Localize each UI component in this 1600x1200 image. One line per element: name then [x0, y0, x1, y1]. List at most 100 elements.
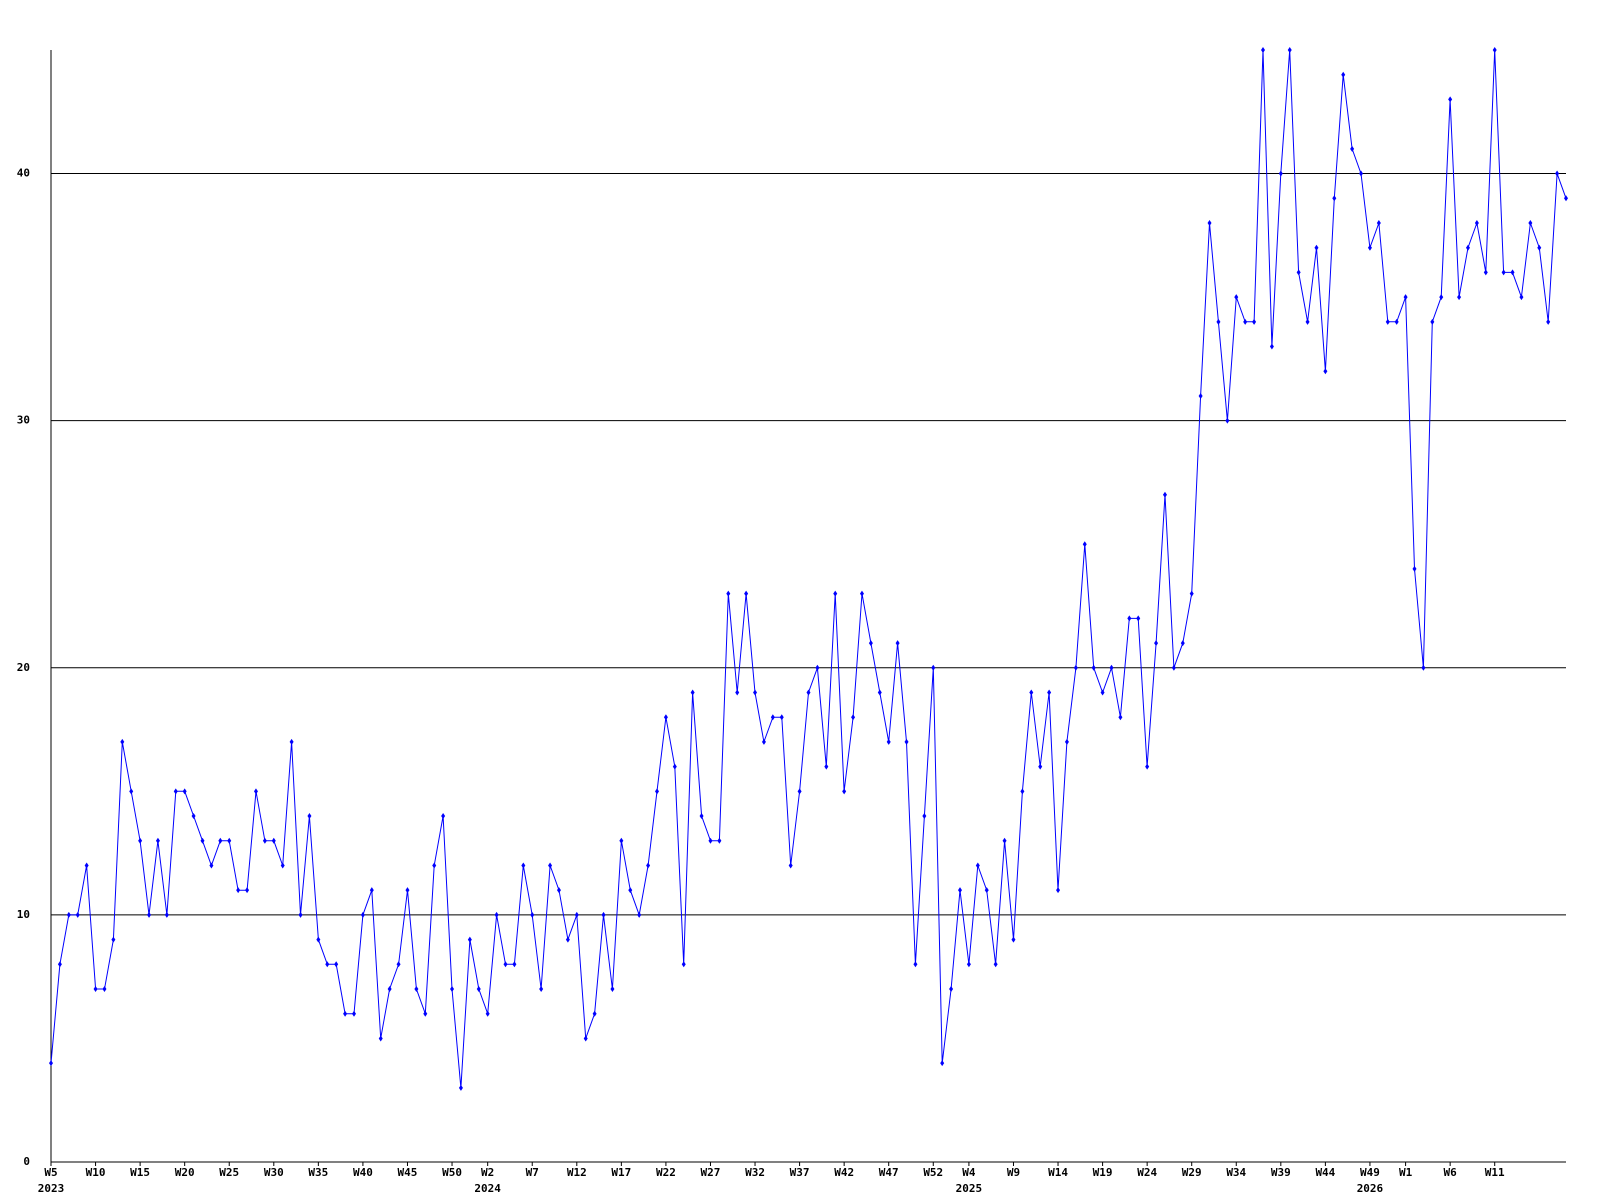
data-point [173, 788, 178, 795]
data-point [1314, 244, 1319, 251]
x-tick-label: W49 [1360, 1166, 1380, 1179]
x-tick-label: W37 [790, 1166, 810, 1179]
data-point [49, 1060, 53, 1067]
data-point [574, 911, 579, 918]
data-point [735, 689, 740, 696]
x-tick-label: W29 [1182, 1166, 1202, 1179]
data-point [993, 961, 998, 968]
y-tick-label: 10 [17, 908, 30, 921]
x-tick-label: W24 [1137, 1166, 1157, 1179]
x-tick-label: W40 [353, 1166, 373, 1179]
data-point [200, 837, 205, 844]
data-point [1154, 640, 1159, 647]
data-point [601, 911, 606, 918]
data-point [138, 837, 143, 844]
data-point [262, 837, 267, 844]
data-point [387, 986, 392, 993]
data-point [1091, 664, 1096, 671]
data-point [1064, 738, 1069, 745]
data-point [191, 813, 196, 820]
data-point [833, 590, 838, 597]
data-point [1127, 615, 1132, 622]
data-point [1359, 170, 1364, 177]
data-point [1296, 269, 1301, 276]
data-point [1047, 689, 1052, 696]
data-line [50, 49, 1567, 1088]
data-point [699, 813, 704, 820]
data-point [646, 862, 651, 869]
data-point [628, 887, 633, 894]
x-tick-label: W10 [86, 1166, 106, 1179]
data-point [1341, 71, 1346, 78]
data-point [842, 788, 847, 795]
data-point [503, 961, 508, 968]
data-point [1145, 763, 1150, 770]
data-point [111, 936, 116, 943]
data-point [1180, 640, 1185, 647]
data-point [209, 862, 214, 869]
data-point [610, 986, 615, 993]
data-point [1020, 788, 1025, 795]
x-tick-label: W44 [1315, 1166, 1335, 1179]
data-point [66, 911, 71, 918]
data-point [405, 887, 410, 894]
data-point [245, 887, 250, 894]
data-point [1162, 491, 1167, 498]
x-tick-label: W30 [264, 1166, 284, 1179]
data-point [1332, 195, 1337, 202]
x-tick-label: W32 [745, 1166, 765, 1179]
data-point [182, 788, 187, 795]
data-point [1100, 689, 1105, 696]
data-point [753, 689, 758, 696]
data-point [966, 961, 971, 968]
y-tick-label: 0 [23, 1155, 30, 1168]
x-tick-label: W11 [1485, 1166, 1505, 1179]
data-point [708, 837, 713, 844]
data-point [984, 887, 989, 894]
data-point [343, 1010, 348, 1017]
data-point [726, 590, 731, 597]
x-tick-label: W45 [398, 1166, 418, 1179]
x-tick-label: W6 [1444, 1166, 1458, 1179]
data-point [120, 738, 125, 745]
data-point [806, 689, 811, 696]
x-tick-label: W50 [442, 1166, 462, 1179]
data-point [512, 961, 517, 968]
data-point [102, 986, 107, 993]
data-point [949, 986, 954, 993]
data-point [592, 1010, 597, 1017]
data-point [423, 1010, 428, 1017]
data-point [1546, 318, 1551, 325]
data-point [521, 862, 526, 869]
data-point [1537, 244, 1542, 251]
data-point [253, 788, 258, 795]
x-tick-label: W1 [1399, 1166, 1413, 1179]
data-point [129, 788, 134, 795]
data-point [672, 763, 677, 770]
x-tick-label: W52 [923, 1166, 943, 1179]
data-point [334, 961, 339, 968]
data-point [895, 640, 900, 647]
data-point [1038, 763, 1043, 770]
data-point [325, 961, 330, 968]
data-point [663, 714, 668, 721]
data-point [441, 813, 446, 820]
year-label: 2023 [38, 1182, 65, 1195]
data-point [396, 961, 401, 968]
data-point [1234, 294, 1239, 301]
x-tick-label: W34 [1226, 1166, 1246, 1179]
data-point [1243, 318, 1248, 325]
data-point [788, 862, 793, 869]
data-point [1412, 565, 1417, 572]
data-point [717, 837, 722, 844]
data-point [886, 738, 891, 745]
data-point [958, 887, 962, 894]
data-point [681, 961, 686, 968]
data-point [147, 911, 152, 918]
data-point [360, 911, 365, 918]
data-point [1002, 837, 1007, 844]
data-point [1278, 170, 1283, 177]
data-point [913, 961, 918, 968]
data-point [1056, 887, 1061, 894]
